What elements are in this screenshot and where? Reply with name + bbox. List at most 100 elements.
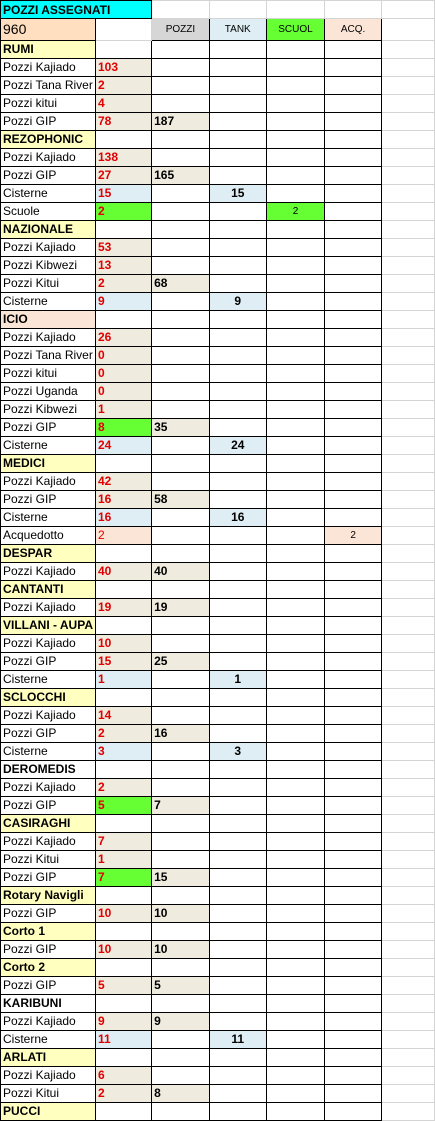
- group-name-cell[interactable]: DESPAR: [0, 544, 96, 563]
- empty-cell[interactable]: [94, 580, 153, 599]
- count-cell[interactable]: 1: [94, 400, 153, 419]
- acq-cell[interactable]: [324, 598, 383, 617]
- scuol-cell[interactable]: [265, 184, 326, 203]
- pozzi-cell[interactable]: 187: [151, 112, 210, 131]
- scuol-cell[interactable]: [265, 382, 326, 401]
- scuol-cell[interactable]: [265, 724, 326, 743]
- empty-cell[interactable]: [381, 292, 435, 311]
- count-cell[interactable]: 7: [94, 868, 153, 887]
- pozzi-cell[interactable]: 35: [151, 418, 210, 437]
- tank-cell[interactable]: [208, 202, 267, 221]
- acq-cell[interactable]: [324, 778, 383, 797]
- scuol-cell[interactable]: [265, 670, 326, 689]
- scuol-cell[interactable]: [265, 832, 326, 851]
- tank-cell[interactable]: [208, 1012, 267, 1031]
- label-cell[interactable]: Pozzi GIP: [0, 418, 96, 437]
- group-name-cell[interactable]: RUMI: [0, 40, 96, 59]
- scuol-cell[interactable]: [265, 940, 326, 959]
- acq-cell[interactable]: [324, 742, 383, 761]
- title-cell[interactable]: POZZI ASSEGNATI: [0, 0, 153, 19]
- group-name-cell[interactable]: ARLATI: [0, 1048, 96, 1067]
- empty-cell[interactable]: [151, 1102, 210, 1121]
- count-cell[interactable]: 27: [94, 166, 153, 185]
- pozzi-cell[interactable]: [151, 202, 210, 221]
- empty-cell[interactable]: [381, 886, 435, 905]
- label-cell[interactable]: Pozzi GIP: [0, 490, 96, 509]
- count-cell[interactable]: 15: [94, 184, 153, 203]
- label-cell[interactable]: Pozzi GIP: [0, 652, 96, 671]
- acq-cell[interactable]: [324, 724, 383, 743]
- empty-cell[interactable]: [381, 760, 435, 779]
- count-cell[interactable]: 103: [94, 58, 153, 77]
- pozzi-cell[interactable]: 16: [151, 724, 210, 743]
- label-cell[interactable]: Pozzi Tana River: [0, 346, 96, 365]
- label-cell[interactable]: Cisterne: [0, 1030, 96, 1049]
- pozzi-cell[interactable]: 5: [151, 976, 210, 995]
- acq-cell[interactable]: [324, 490, 383, 509]
- scuol-cell[interactable]: [265, 562, 326, 581]
- empty-cell[interactable]: [381, 436, 435, 455]
- label-cell[interactable]: Pozzi Kajiado: [0, 562, 96, 581]
- empty-cell[interactable]: [94, 454, 153, 473]
- empty-cell[interactable]: [381, 382, 435, 401]
- empty-cell[interactable]: [265, 1048, 326, 1067]
- acq-cell[interactable]: [324, 382, 383, 401]
- total-cell[interactable]: 960: [0, 18, 96, 41]
- count-cell[interactable]: 0: [94, 382, 153, 401]
- tank-cell[interactable]: [208, 58, 267, 77]
- label-cell[interactable]: Pozzi GIP: [0, 112, 96, 131]
- empty-cell[interactable]: [265, 454, 326, 473]
- empty-cell[interactable]: [381, 778, 435, 797]
- empty-cell[interactable]: [94, 922, 153, 941]
- count-cell[interactable]: 0: [94, 364, 153, 383]
- empty-cell[interactable]: [265, 616, 326, 635]
- acq-cell[interactable]: [324, 1084, 383, 1103]
- tank-cell[interactable]: [208, 562, 267, 581]
- empty-cell[interactable]: [324, 922, 383, 941]
- label-cell[interactable]: Cisterne: [0, 436, 96, 455]
- empty-cell[interactable]: [324, 544, 383, 563]
- scuol-cell[interactable]: [265, 742, 326, 761]
- empty-cell[interactable]: [381, 580, 435, 599]
- count-cell[interactable]: 9: [94, 1012, 153, 1031]
- scuol-cell[interactable]: [265, 418, 326, 437]
- acq-cell[interactable]: [324, 166, 383, 185]
- label-cell[interactable]: Pozzi Kajiado: [0, 328, 96, 347]
- tank-cell[interactable]: [208, 832, 267, 851]
- tank-cell[interactable]: [208, 868, 267, 887]
- pozzi-cell[interactable]: 8: [151, 1084, 210, 1103]
- empty-cell[interactable]: [381, 544, 435, 563]
- empty-cell[interactable]: [381, 670, 435, 689]
- empty-cell[interactable]: [381, 1030, 435, 1049]
- acq-cell[interactable]: [324, 976, 383, 995]
- count-cell[interactable]: 42: [94, 472, 153, 491]
- group-name-cell[interactable]: CASIRAGHI: [0, 814, 96, 833]
- count-cell[interactable]: 2: [94, 202, 153, 221]
- empty-cell[interactable]: [381, 148, 435, 167]
- count-cell[interactable]: 1: [94, 670, 153, 689]
- empty-cell[interactable]: [324, 958, 383, 977]
- empty-cell[interactable]: [151, 1048, 210, 1067]
- empty-cell[interactable]: [381, 310, 435, 329]
- scuol-cell[interactable]: [265, 166, 326, 185]
- empty-cell[interactable]: [265, 1102, 326, 1121]
- pozzi-cell[interactable]: 19: [151, 598, 210, 617]
- pozzi-cell[interactable]: 68: [151, 274, 210, 293]
- scuol-cell[interactable]: [265, 634, 326, 653]
- pozzi-cell[interactable]: [151, 1066, 210, 1085]
- tank-cell[interactable]: [208, 634, 267, 653]
- label-cell[interactable]: Pozzi Kajiado: [0, 778, 96, 797]
- empty-cell[interactable]: [381, 202, 435, 221]
- scuol-cell[interactable]: [265, 346, 326, 365]
- empty-cell[interactable]: [324, 310, 383, 329]
- count-cell[interactable]: 0: [94, 346, 153, 365]
- count-cell[interactable]: 9: [94, 292, 153, 311]
- count-cell[interactable]: 5: [94, 796, 153, 815]
- empty-cell[interactable]: [381, 1012, 435, 1031]
- label-cell[interactable]: Pozzi Tana River: [0, 76, 96, 95]
- pozzi-cell[interactable]: [151, 832, 210, 851]
- empty-cell[interactable]: [208, 616, 267, 635]
- group-name-cell[interactable]: MEDICI: [0, 454, 96, 473]
- empty-cell[interactable]: [265, 688, 326, 707]
- tank-cell[interactable]: [208, 166, 267, 185]
